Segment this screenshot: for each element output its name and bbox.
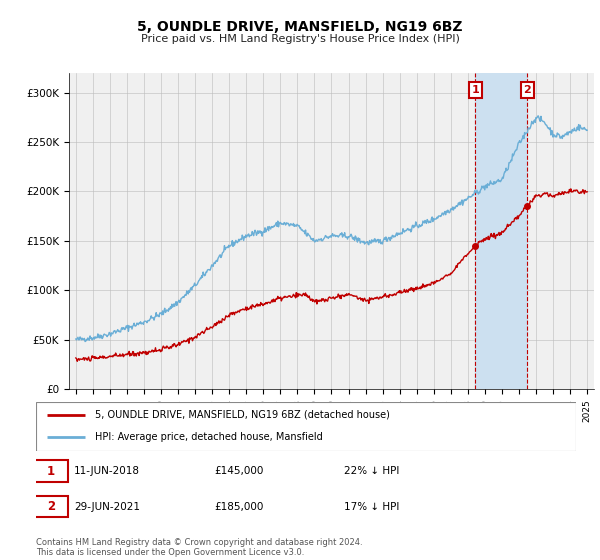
Text: HPI: Average price, detached house, Mansfield: HPI: Average price, detached house, Mans… [95, 432, 323, 442]
Text: 1: 1 [472, 85, 479, 95]
Text: £145,000: £145,000 [214, 466, 263, 476]
FancyBboxPatch shape [36, 402, 576, 451]
Text: 5, OUNDLE DRIVE, MANSFIELD, NG19 6BZ (detached house): 5, OUNDLE DRIVE, MANSFIELD, NG19 6BZ (de… [95, 410, 390, 420]
Text: 11-JUN-2018: 11-JUN-2018 [74, 466, 140, 476]
Text: 2: 2 [47, 500, 55, 513]
Text: 29-JUN-2021: 29-JUN-2021 [74, 502, 140, 512]
Text: 22% ↓ HPI: 22% ↓ HPI [344, 466, 399, 476]
Text: Price paid vs. HM Land Registry's House Price Index (HPI): Price paid vs. HM Land Registry's House … [140, 34, 460, 44]
Text: 2: 2 [523, 85, 531, 95]
FancyBboxPatch shape [34, 460, 68, 482]
Text: Contains HM Land Registry data © Crown copyright and database right 2024.
This d: Contains HM Land Registry data © Crown c… [36, 538, 362, 557]
Text: 17% ↓ HPI: 17% ↓ HPI [344, 502, 399, 512]
Bar [475, 73, 527, 389]
Text: 1: 1 [47, 465, 55, 478]
Text: £185,000: £185,000 [214, 502, 263, 512]
Text: 5, OUNDLE DRIVE, MANSFIELD, NG19 6BZ: 5, OUNDLE DRIVE, MANSFIELD, NG19 6BZ [137, 20, 463, 34]
FancyBboxPatch shape [34, 496, 68, 517]
